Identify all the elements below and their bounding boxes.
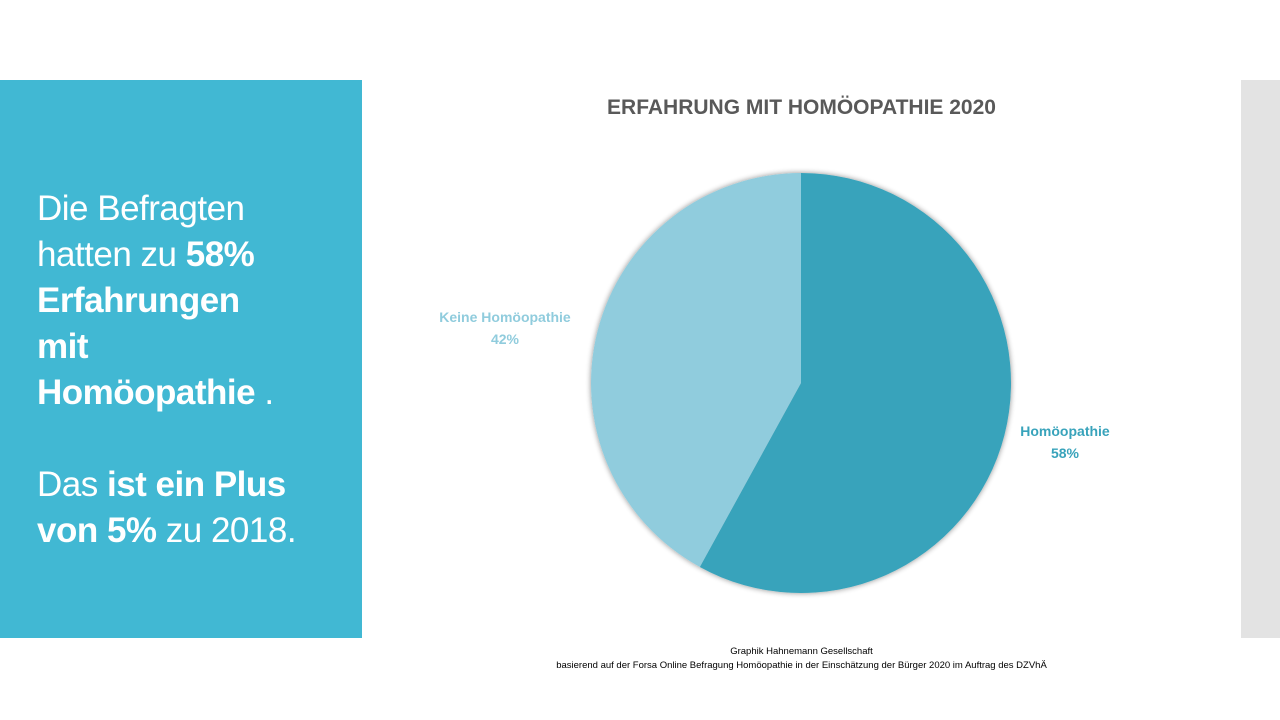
panel-line: zu 2018. bbox=[156, 511, 297, 550]
text-panel: Die Befragten hatten zu 58% Erfahrungen … bbox=[0, 80, 362, 638]
slice-value-label: 58% bbox=[1050, 445, 1080, 461]
panel-highlight: von 5% bbox=[37, 511, 157, 550]
panel-line: . bbox=[255, 373, 274, 412]
pie-slice-1 bbox=[591, 173, 801, 568]
slice-value-label: 42% bbox=[490, 331, 520, 347]
slice-label-keine-homoeopathie: Keine Homöopathie 42% bbox=[415, 306, 595, 350]
slice-label-homoeopathie: Homöopathie 58% bbox=[1000, 420, 1130, 464]
panel-highlight: Erfahrungen bbox=[37, 281, 240, 320]
panel-text: Die Befragten hatten zu 58% Erfahrungen … bbox=[37, 186, 297, 554]
panel-line: Das bbox=[37, 465, 107, 504]
chart-title: ERFAHRUNG MIT HOMÖOPATHIE 2020 bbox=[607, 96, 996, 119]
panel-highlight: ist ein Plus bbox=[106, 465, 286, 504]
panel-highlight: mit bbox=[37, 327, 89, 366]
source-note: Graphik Hahnemann Gesellschaft basierend… bbox=[362, 645, 1241, 673]
panel-highlight: 58% bbox=[185, 235, 255, 274]
pie-slice-0 bbox=[699, 173, 1012, 593]
source-line: Graphik Hahnemann Gesellschaft bbox=[730, 646, 873, 657]
source-line: basierend auf der Forsa Online Befragung… bbox=[556, 660, 1047, 671]
decorative-bar bbox=[1241, 80, 1280, 638]
panel-line: Die Befragten bbox=[37, 189, 245, 228]
slice-label-text: Homöopathie bbox=[1020, 423, 1110, 439]
panel-line: hatten zu bbox=[37, 235, 186, 274]
panel-highlight: Homöopathie bbox=[37, 373, 256, 412]
slice-label-text: Keine Homöopathie bbox=[439, 309, 571, 325]
